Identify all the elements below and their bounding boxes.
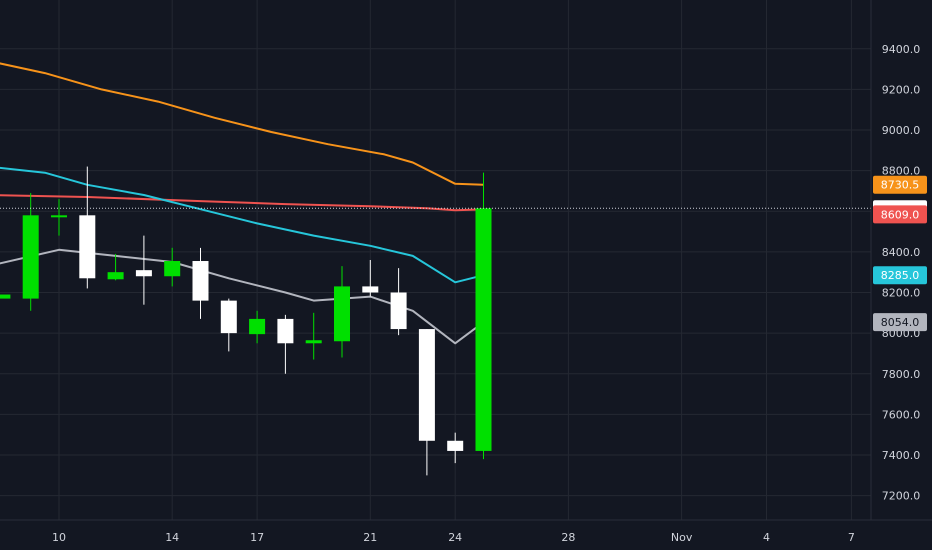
- y-tick-label: 7800.0: [882, 368, 921, 381]
- x-tick-label: 28: [561, 531, 575, 544]
- y-tick-label: 7200.0: [882, 490, 921, 503]
- candle-body: [79, 215, 96, 279]
- x-tick-label: 14: [165, 531, 179, 544]
- candle: [249, 310, 266, 344]
- candle: [475, 172, 492, 460]
- candle-body: [107, 272, 124, 280]
- x-tick-label: 17: [250, 531, 264, 544]
- y-tick-label: 9000.0: [882, 124, 921, 137]
- candle-body: [390, 292, 407, 330]
- x-tick-label: 10: [52, 531, 66, 544]
- badge-ma-gray-bg: [873, 313, 927, 332]
- candle-body: [164, 261, 181, 277]
- candle-body: [447, 440, 464, 451]
- x-tick-label: 21: [363, 531, 377, 544]
- candle-body: [22, 215, 39, 299]
- badge-ma-orange-label: 8730.5: [881, 179, 920, 192]
- candle: [305, 312, 322, 360]
- candle-body: [0, 294, 11, 299]
- badge-ma-cyan-bg: [873, 266, 927, 285]
- candle: [192, 247, 209, 319]
- badge-ma-red: 8609.0: [873, 205, 927, 224]
- candle-body: [192, 261, 209, 301]
- candle-body: [418, 329, 435, 441]
- candle: [334, 266, 350, 358]
- candle: [390, 268, 407, 336]
- x-tick-label: Nov: [671, 531, 693, 544]
- candle-body: [277, 318, 294, 344]
- candle-body: [305, 340, 322, 344]
- y-tick-label: 8200.0: [882, 287, 921, 300]
- ma-line-1: [0, 62, 484, 186]
- ma-line-3: [0, 166, 484, 284]
- badge-ma-cyan-label: 8285.0: [881, 269, 920, 282]
- badge-ma-cyan: 8285.0: [873, 266, 927, 285]
- candle: [51, 199, 67, 236]
- y-tick-label: 8400.0: [882, 246, 921, 259]
- badge-ma-gray-label: 8054.0: [881, 316, 920, 329]
- candle: [79, 166, 96, 289]
- x-tick-label: 7: [848, 531, 855, 544]
- candle: [447, 432, 464, 464]
- y-tick-label: 9200.0: [882, 83, 921, 96]
- candle-body: [220, 300, 237, 334]
- badge-ma-orange-bg: [873, 175, 927, 194]
- x-tick-label: 4: [763, 531, 770, 544]
- candle-body: [475, 208, 492, 451]
- candle: [277, 314, 294, 374]
- candle: [418, 329, 435, 476]
- candle: [135, 235, 152, 305]
- time-axis[interactable]: 10 14 17 21 24 28 Nov 4 7: [52, 531, 855, 544]
- candle: [164, 247, 181, 287]
- candle: [22, 192, 39, 311]
- y-tick-label: 7400.0: [882, 449, 921, 462]
- price-axis[interactable]: 7200.07400.07600.07800.08000.08200.08400…: [882, 43, 921, 503]
- candle-body: [135, 270, 152, 277]
- candle: [107, 253, 124, 281]
- badge-ma-orange: 8730.5: [873, 175, 927, 194]
- grid: [0, 0, 871, 520]
- candle-body: [249, 318, 266, 335]
- candle-body: [51, 215, 67, 218]
- candle: [220, 298, 237, 352]
- y-tick-label: 8800.0: [882, 165, 921, 178]
- y-tick-label: 9400.0: [882, 43, 921, 56]
- y-tick-label: 7600.0: [882, 408, 921, 421]
- ma-line-4: [0, 248, 485, 345]
- candles: [0, 166, 492, 476]
- x-tick-label: 24: [448, 531, 462, 544]
- badge-ma-red-bg: [873, 205, 927, 224]
- candle: [0, 294, 11, 299]
- badge-ma-gray: 8054.0: [873, 313, 927, 332]
- moving-average-lines: [0, 62, 485, 345]
- candle: [362, 260, 379, 297]
- candle-body: [334, 286, 350, 342]
- candle-body: [362, 286, 379, 293]
- badge-ma-red-label: 8609.0: [881, 208, 920, 221]
- ma-line-2: [0, 194, 484, 212]
